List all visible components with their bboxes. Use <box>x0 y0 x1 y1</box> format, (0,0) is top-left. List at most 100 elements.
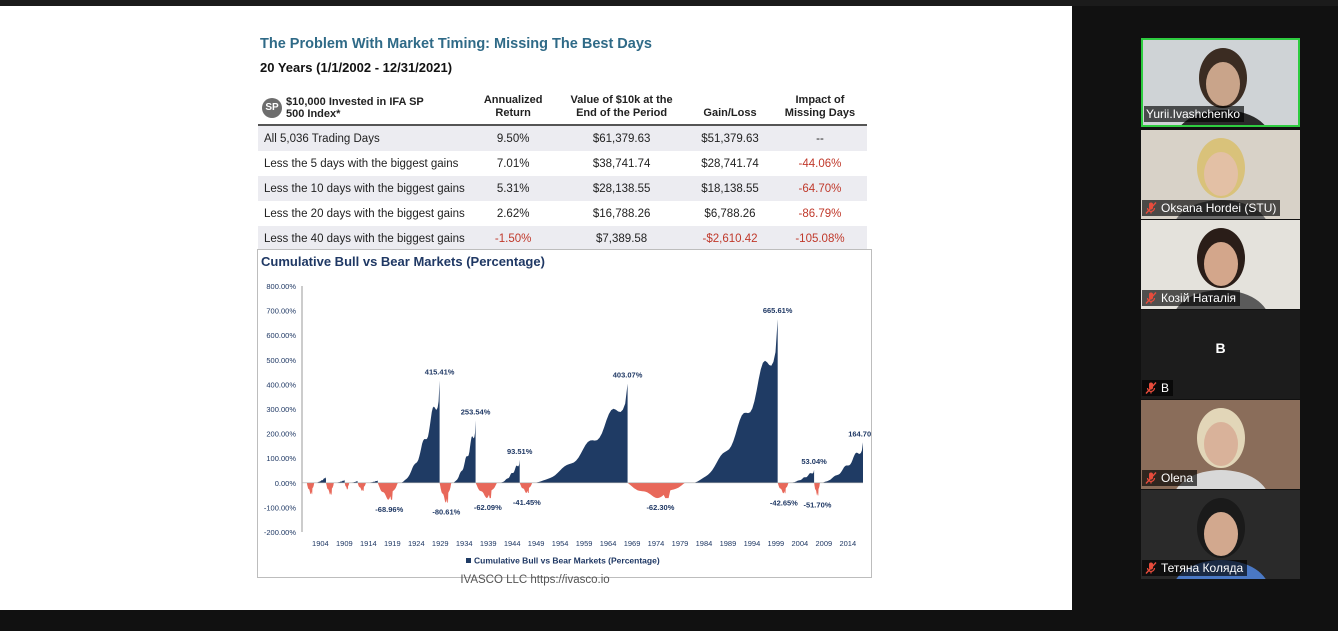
bear-market-area <box>627 482 694 499</box>
bear-market-area <box>357 482 368 491</box>
participant-tile[interactable]: Olena <box>1141 400 1300 489</box>
table-row: Less the 20 days with the biggest gains … <box>258 201 867 226</box>
bull-market-area <box>534 383 628 483</box>
y-tick-label: 0.00% <box>275 479 297 488</box>
x-tick-label: 1994 <box>744 539 761 548</box>
participant-name: Olena <box>1161 471 1194 485</box>
x-tick-label: 1974 <box>648 539 665 548</box>
x-tick-label: 1969 <box>624 539 641 548</box>
row-value: $61,379.63 <box>556 125 688 151</box>
bull-market-area <box>500 459 520 483</box>
legend-swatch <box>466 558 471 563</box>
bull-market-area <box>335 479 345 483</box>
x-tick-label: 1979 <box>672 539 689 548</box>
bull-market-area <box>820 442 863 483</box>
row-annualized: -1.50% <box>470 226 557 251</box>
mic-muted-icon <box>1145 202 1157 214</box>
chart-title: Cumulative Bull vs Bear Markets (Percent… <box>261 254 545 269</box>
mic-muted-icon <box>1145 292 1157 304</box>
x-tick-label: 1999 <box>768 539 785 548</box>
row-label: Less the 10 days with the biggest gains <box>258 176 471 201</box>
bear-market-area <box>519 482 535 493</box>
row-annualized: 7.01% <box>496 157 530 170</box>
participant-name-tag: Olena <box>1142 470 1198 486</box>
y-tick-label: 700.00% <box>266 307 296 316</box>
data-label: 164.70% <box>848 429 871 438</box>
row-label: All 5,036 Trading Days <box>258 125 471 151</box>
y-tick-label: -100.00% <box>264 503 296 512</box>
bull-market-area <box>790 469 815 483</box>
bull-market-area <box>693 319 778 483</box>
x-tick-label: 1959 <box>576 539 593 548</box>
mic-muted-icon <box>1145 472 1157 484</box>
y-tick-label: 600.00% <box>266 331 296 340</box>
table-row: Less the 5 days with the biggest gains 7… <box>258 151 867 176</box>
legend-label: Cumulative Bull vs Bear Markets (Percent… <box>474 556 660 566</box>
table-row: Less the 10 days with the biggest gains … <box>258 176 867 201</box>
participant-name-tag: Oksana Hordei (STU) <box>1142 200 1281 216</box>
x-tick-label: 2009 <box>816 539 833 548</box>
participant-tile[interactable]: Козій Наталія <box>1141 220 1300 309</box>
table-row: All 5,036 Trading Days 9.50% $61,379.63 … <box>258 125 867 151</box>
chart-panel: Cumulative Bull vs Bear Markets (Percent… <box>257 249 872 578</box>
x-tick-label: 1929 <box>432 539 449 548</box>
row-label: Less the 20 days with the biggest gains <box>264 207 465 220</box>
bear-market-area <box>306 482 316 495</box>
bear-market-area <box>814 482 821 496</box>
row-annualized: 5.31% <box>470 176 557 201</box>
data-label: -42.65% <box>770 498 798 507</box>
data-label: -41.45% <box>513 498 541 507</box>
x-tick-label: 2014 <box>839 539 856 548</box>
x-tick-label: 1934 <box>456 539 473 548</box>
x-tick-label: 1954 <box>552 539 569 548</box>
bear-market-area <box>344 482 350 490</box>
data-label: 665.61% <box>763 306 793 315</box>
participant-tile[interactable]: Тетяна Коляда <box>1141 490 1300 579</box>
table-header-row: SP $10,000 Invested in IFA SP 500 Index* … <box>258 86 867 126</box>
row-value: $7,389.58 <box>556 226 688 251</box>
x-tick-label: 1919 <box>384 539 401 548</box>
x-tick-label: 1944 <box>504 539 521 548</box>
participant-initial: B <box>1215 340 1226 356</box>
row-impact: -105.08% <box>772 226 867 251</box>
x-tick-label: 1904 <box>312 539 329 548</box>
participant-tile[interactable]: Oksana Hordei (STU) <box>1141 130 1300 219</box>
bull-market-area <box>367 480 378 483</box>
x-tick-label: 1914 <box>360 539 377 548</box>
participant-tile[interactable]: Yurii.Ivashchenko <box>1141 38 1300 127</box>
header-invested-label: $10,000 Invested in IFA SP 500 Index* <box>286 96 424 120</box>
participant-name: Oksana Hordei (STU) <box>1161 201 1277 215</box>
participant-name: Yurii.Ivashchenko <box>1146 107 1241 121</box>
bull-market-area <box>400 380 440 483</box>
top-bar <box>0 0 1338 6</box>
participant-name-tag: B <box>1142 380 1174 396</box>
data-label: -80.61% <box>432 508 460 517</box>
returns-table: SP $10,000 Invested in IFA SP 500 Index* … <box>258 86 867 251</box>
x-tick-label: 2004 <box>792 539 809 548</box>
bear-market-area <box>377 482 401 500</box>
y-tick-label: 400.00% <box>266 380 296 389</box>
row-annualized: 2.62% <box>496 207 530 220</box>
row-impact: -44.06% <box>798 157 842 170</box>
y-tick-label: 300.00% <box>266 405 296 414</box>
row-value: $16,788.26 <box>592 207 651 220</box>
data-label: -62.09% <box>474 503 502 512</box>
y-tick-label: 500.00% <box>266 356 296 365</box>
bear-market-area <box>777 482 791 494</box>
data-label: 415.41% <box>425 368 455 377</box>
table-row: Less the 40 days with the biggest gains … <box>258 226 867 251</box>
data-label: 53.04% <box>801 457 827 466</box>
x-tick-label: 1939 <box>480 539 497 548</box>
bear-market-area <box>325 482 336 495</box>
table-header-invested: SP $10,000 Invested in IFA SP 500 Index* <box>258 86 471 126</box>
bear-market-area <box>475 482 501 499</box>
data-label: 403.07% <box>613 371 643 380</box>
row-impact: -86.79% <box>798 207 842 220</box>
slide-footer: IVASCO LLC https://ivasco.io <box>460 574 610 586</box>
row-value: $38,741.74 <box>592 157 651 170</box>
row-gainloss: $6,788.26 <box>704 207 756 220</box>
participant-name-tag: Козій Наталія <box>1142 290 1241 306</box>
participant-name: Тетяна Коляда <box>1161 561 1244 575</box>
data-label: 93.51% <box>507 447 533 456</box>
